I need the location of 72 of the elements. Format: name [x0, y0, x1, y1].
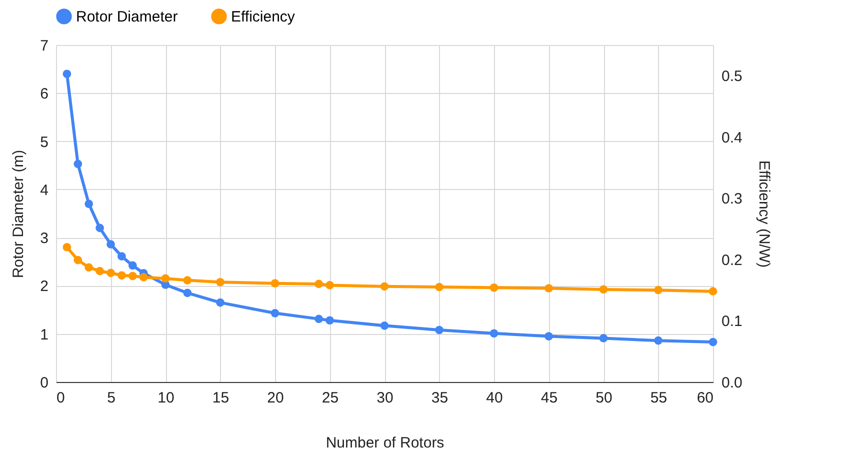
point: [216, 298, 224, 307]
point: [314, 314, 323, 324]
legend-label: Efficiency: [231, 8, 296, 26]
point: [654, 286, 662, 294]
y-tick-label: 3: [40, 230, 48, 248]
point: [128, 261, 137, 270]
y-tick-label: 4: [40, 182, 48, 199]
point: [183, 276, 192, 284]
x-tick-label: 35: [431, 390, 448, 406]
point: [654, 336, 662, 345]
point: [490, 329, 498, 338]
y2-tick-label: 0.0: [722, 374, 742, 392]
point: [326, 316, 334, 325]
x-tick-label: 10: [158, 390, 174, 406]
point: [118, 252, 126, 261]
point: [62, 243, 72, 252]
y2-tick-label: 0.4: [722, 129, 742, 146]
y2-tick-label: 0.1: [722, 313, 742, 330]
point: [708, 338, 718, 346]
point: [106, 268, 115, 278]
point: [128, 272, 137, 280]
point: [118, 271, 126, 280]
point: [106, 240, 115, 248]
x-tick-label: 40: [486, 390, 503, 406]
point: [139, 273, 148, 282]
y-tick-label: 5: [40, 134, 48, 151]
point: [708, 287, 718, 296]
point: [380, 282, 389, 291]
x-tick-label: 55: [650, 390, 668, 406]
y-tick-label: 1: [40, 326, 48, 344]
point: [183, 288, 192, 298]
point: [599, 285, 608, 294]
y2-tick-label: 0.5: [722, 68, 742, 86]
legend-label: Rotor Diameter: [76, 8, 178, 26]
y2-tick-label: 0.2: [722, 252, 742, 269]
point: [96, 266, 104, 276]
point: [74, 256, 82, 264]
y2-tick-label: 0.3: [722, 190, 742, 208]
point: [96, 224, 104, 232]
y-tick-label: 7: [40, 38, 48, 54]
y-tick-label: 6: [40, 86, 48, 103]
point: [435, 282, 444, 292]
x-tick-label: 0: [56, 390, 65, 406]
point: [490, 283, 498, 292]
x-tick-label: 15: [212, 390, 230, 406]
y-tick-label: 0: [40, 374, 48, 392]
point: [161, 274, 170, 283]
point: [74, 160, 82, 168]
x-tick-label: 60: [696, 390, 714, 406]
point: [544, 332, 553, 340]
x-tick-label: 20: [267, 390, 284, 406]
y-axis-title: Rotor Diameter (m): [10, 150, 28, 278]
point: [544, 284, 553, 292]
point: [216, 278, 224, 286]
x-axis-title: Number of Rotors: [326, 434, 444, 452]
point: [326, 281, 334, 290]
y2-axis-title: Efficiency (N/W): [755, 160, 772, 268]
x-tick-label: 25: [322, 390, 339, 406]
point: [314, 280, 323, 288]
x-tick-label: 45: [540, 390, 558, 406]
point: [380, 322, 389, 330]
point: [62, 70, 72, 78]
x-tick-label: 30: [376, 390, 394, 406]
point: [599, 334, 608, 342]
point: [84, 263, 94, 272]
point: [84, 200, 94, 208]
x-tick-label: 50: [596, 390, 612, 406]
point: [270, 279, 280, 288]
point: [435, 326, 444, 334]
x-tick-label: 5: [107, 390, 116, 406]
point: [270, 308, 280, 318]
y-tick-label: 2: [40, 278, 48, 296]
